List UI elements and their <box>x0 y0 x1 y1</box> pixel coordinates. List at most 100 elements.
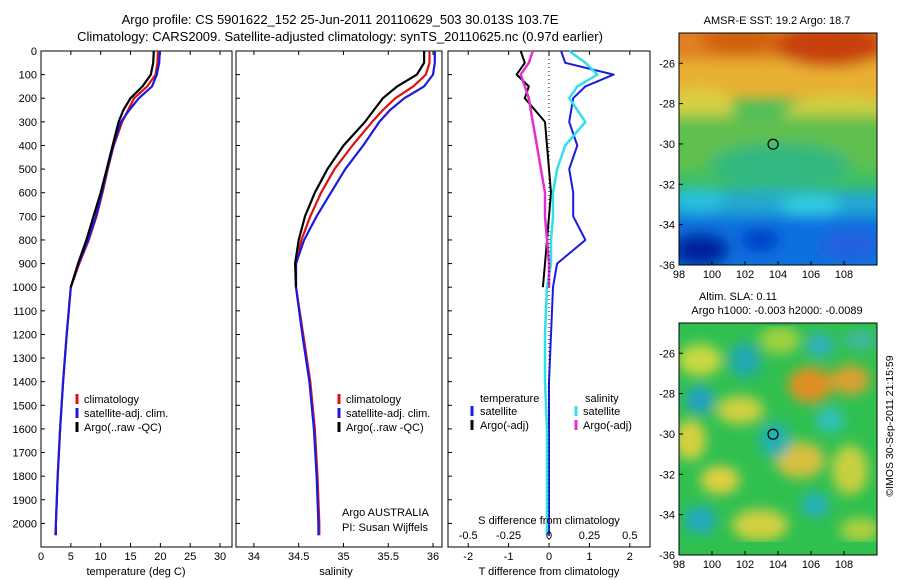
series-line-1 <box>294 51 436 536</box>
argo-location-marker <box>767 138 779 150</box>
temperature-legend: climatology satellite-adj. clim. Argo(..… <box>75 394 168 434</box>
legend-label-argo: Argo(..raw -QC) <box>84 422 162 434</box>
top-axis-label: S difference from climatology <box>478 515 620 527</box>
y-tick-label: 1800 <box>13 471 37 483</box>
argo-location-marker <box>767 428 779 440</box>
sla-map-axes: 98 100 102 104 106 108 -26 -28 -30 -32 -34 -36 <box>659 348 853 571</box>
map-y-tick-label: -36 <box>659 260 675 272</box>
legend-title-temperature: temperature <box>480 393 539 405</box>
map-y-tick-label: -34 <box>659 220 675 232</box>
difference-panel: -2 -1 0 1 2 -0.5 -0.25 0 0.25 0.5 <box>448 49 637 563</box>
y-tick-label: 1600 <box>13 424 37 436</box>
map-x-tick-label: 108 <box>835 559 853 571</box>
map-y-tick-label: -26 <box>659 58 675 70</box>
y-tick-label: 1400 <box>13 377 37 389</box>
sla-map-title-line2: Argo h1000: -0.003 h2000: -0.0089 <box>691 305 862 317</box>
legend-label-sal-argo: Argo(-adj) <box>583 420 632 432</box>
y-tick-label: 100 <box>19 70 37 82</box>
series-line-3 <box>519 50 551 288</box>
legend-label-climatology: climatology <box>84 394 140 406</box>
x-tick-label: 35 <box>337 551 349 563</box>
y-tick-label: 700 <box>19 211 37 223</box>
x-tick-label: 35.5 <box>378 551 399 563</box>
top-axis-tick-label: -0.5 <box>459 530 478 542</box>
x-tick-label: 15 <box>124 551 136 563</box>
legend-label-satellite: satellite-adj. clim. <box>84 408 168 420</box>
x-tick-label: -1 <box>504 551 514 563</box>
y-tick-label: 1100 <box>13 306 37 318</box>
sst-heatmap <box>679 33 877 265</box>
imos-timestamp: ©IMOS 30-Sep-2011 21:15:59 <box>884 355 896 496</box>
salinity-axis-label: salinity <box>319 566 353 578</box>
sst-map-title: AMSR-E SST: 19.2 Argo: 18.7 <box>704 15 851 27</box>
y-tick-label: 400 <box>19 140 37 152</box>
temperature-panel: 0 5 10 15 20 25 300100200300400500600700800900… <box>13 46 227 563</box>
x-tick-label: 2 <box>627 551 633 563</box>
y-tick-label: 200 <box>19 93 37 105</box>
map-y-tick-label: -30 <box>659 139 675 151</box>
series-line-1 <box>54 50 161 536</box>
x-tick-label: 0 <box>546 551 552 563</box>
sla-heatmap <box>679 323 877 555</box>
x-tick-label: 10 <box>95 551 107 563</box>
y-tick-label: 900 <box>19 259 37 271</box>
map-y-tick-label: -32 <box>659 469 675 481</box>
sst-field-blobs <box>679 33 877 265</box>
figure-title-line2: Climatology: CARS2009. Satellite-adjuste… <box>77 29 603 44</box>
sla-field-blobs <box>679 326 877 542</box>
map-y-tick-label: -36 <box>659 550 675 562</box>
series-line-2 <box>543 49 599 536</box>
map-y-tick-label: -26 <box>659 348 675 360</box>
map-x-tick-label: 98 <box>673 559 685 571</box>
series-line-2 <box>69 50 155 288</box>
x-tick-label: 36 <box>427 551 439 563</box>
series-line-0 <box>548 50 615 536</box>
salinity-legend: climatology satellite-adj. clim. Argo(..… <box>337 394 430 434</box>
legend-label-satellite: satellite-adj. clim. <box>346 408 430 420</box>
y-tick-label: 600 <box>19 188 37 200</box>
map-y-tick-label: -32 <box>659 179 675 191</box>
map-x-tick-label: 98 <box>673 269 685 281</box>
top-axis-tick-label: 0 <box>546 530 552 542</box>
x-tick-label: 5 <box>68 551 74 563</box>
y-tick-label: 300 <box>19 117 37 129</box>
map-x-tick-label: 108 <box>835 269 853 281</box>
difference-axis-label: T difference from climatology <box>479 566 620 578</box>
y-tick-label: 500 <box>19 164 37 176</box>
principal-investigator-label: PI: Susan Wijffels <box>342 522 428 534</box>
map-x-tick-label: 102 <box>736 559 754 571</box>
x-tick-label: 34 <box>248 551 260 563</box>
x-tick-label: 30 <box>214 551 226 563</box>
series-line-1 <box>515 50 552 288</box>
y-tick-label: 1300 <box>13 353 37 365</box>
salinity-panel-frame <box>235 50 443 548</box>
legend-title-salinity: salinity <box>585 393 619 405</box>
legend-label-temp-argo: Argo(-adj) <box>480 420 529 432</box>
legend-label-climatology: climatology <box>346 394 402 406</box>
y-tick-label: 1000 <box>13 282 37 294</box>
map-x-tick-label: 106 <box>802 269 820 281</box>
map-x-tick-label: 100 <box>703 559 721 571</box>
map-x-tick-label: 104 <box>769 559 787 571</box>
map-x-tick-label: 102 <box>736 269 754 281</box>
temperature-axis-label: temperature (deg C) <box>86 566 185 578</box>
figure-title-line1: Argo profile: CS 5901622_152 25-Jun-2011… <box>122 12 559 27</box>
x-tick-label: 20 <box>154 551 166 563</box>
series-line-2 <box>294 51 426 288</box>
temperature-panel-frame <box>40 50 233 548</box>
y-tick-label: 1700 <box>13 448 37 460</box>
x-tick-label: -2 <box>463 551 473 563</box>
top-axis-tick-label: 0.25 <box>579 530 600 542</box>
sst-map-axes: 98 100 102 104 106 108 -26 -28 -30 -32 -34 -36 <box>659 58 853 281</box>
legend-label-sal-satellite: satellite <box>583 406 620 418</box>
map-y-tick-label: -30 <box>659 429 675 441</box>
map-y-tick-label: -34 <box>659 510 675 522</box>
x-tick-label: 1 <box>586 551 592 563</box>
map-y-tick-label: -28 <box>659 389 675 401</box>
float-program-label: Argo AUSTRALIA <box>342 507 429 519</box>
legend-label-argo: Argo(..raw -QC) <box>346 422 424 434</box>
top-axis-tick-label: 0.5 <box>622 530 637 542</box>
y-tick-label: 0 <box>31 46 37 58</box>
top-axis-tick-label: -0.25 <box>496 530 521 542</box>
map-y-tick-label: -28 <box>659 99 675 111</box>
